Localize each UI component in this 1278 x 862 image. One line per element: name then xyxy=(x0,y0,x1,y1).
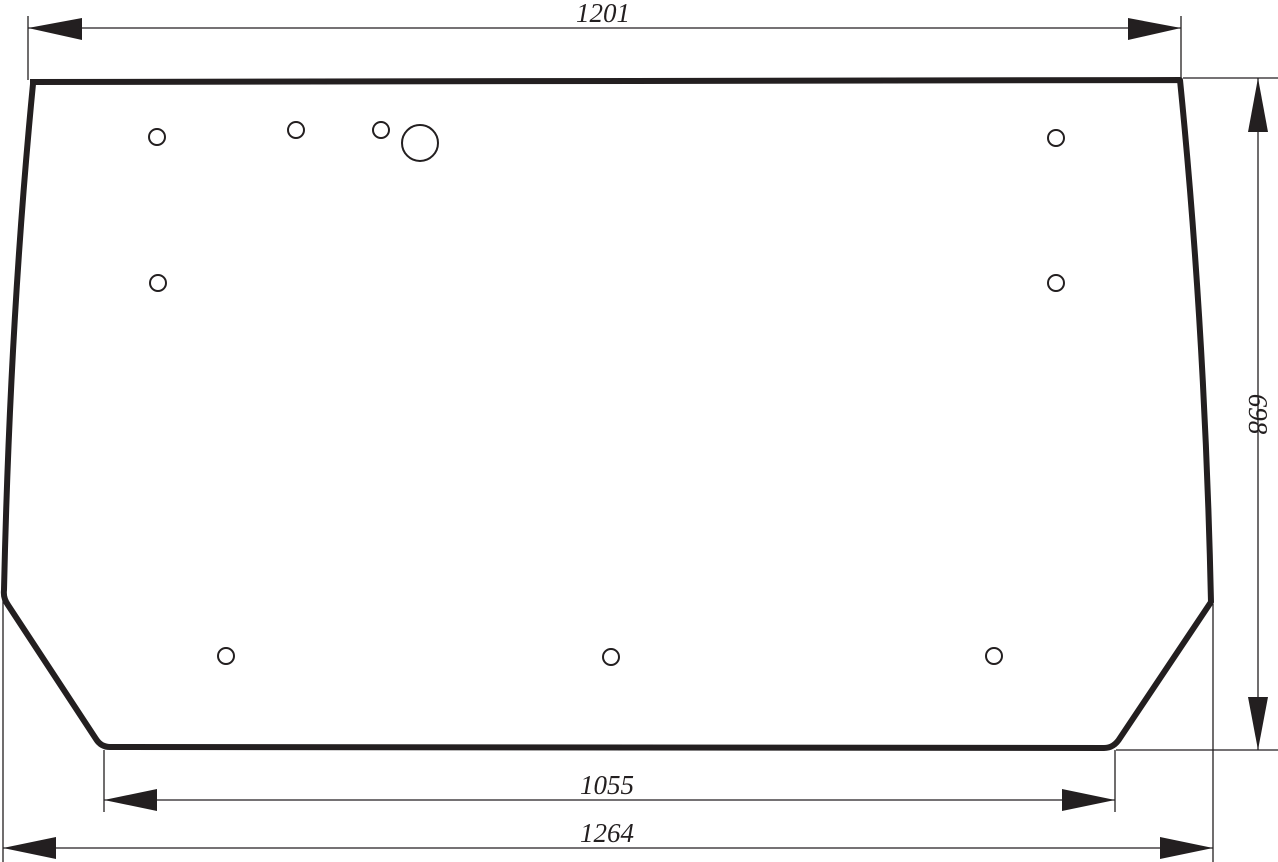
hole xyxy=(287,121,305,139)
dimension-overall-width: 1264 xyxy=(2,598,1214,862)
hole xyxy=(985,647,1003,665)
dimension-label-height: 698 xyxy=(1243,394,1273,435)
hole xyxy=(1047,274,1065,292)
mounting-holes xyxy=(148,121,1065,666)
arrow-up-icon xyxy=(1248,78,1268,132)
dimension-top-width: 1201 xyxy=(27,0,1182,80)
large-hole xyxy=(401,124,439,162)
hole xyxy=(602,648,620,666)
arrow-right-icon xyxy=(1160,837,1213,859)
arrow-left-icon xyxy=(28,18,82,40)
hole xyxy=(1047,129,1065,147)
hole xyxy=(148,128,166,146)
arrow-right-icon xyxy=(1062,789,1115,811)
arrow-left-icon xyxy=(3,837,56,859)
dimension-height: 698 xyxy=(1116,77,1278,751)
dimension-bottom-width: 1055 xyxy=(103,750,1116,812)
panel-outline xyxy=(0,77,1214,751)
hole xyxy=(149,274,167,292)
arrow-left-icon xyxy=(104,789,157,811)
dimension-label-bottom: 1055 xyxy=(580,770,634,800)
dimension-label-overall: 1264 xyxy=(580,818,634,848)
dimension-label-top: 1201 xyxy=(576,0,630,28)
hole xyxy=(372,121,390,139)
hole xyxy=(217,647,235,665)
arrow-right-icon xyxy=(1128,18,1181,40)
arrow-down-icon xyxy=(1248,697,1268,750)
